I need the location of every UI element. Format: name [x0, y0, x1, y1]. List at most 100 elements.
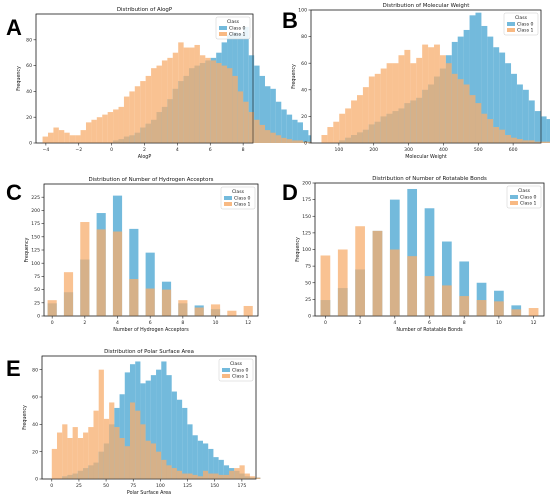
legend-swatch-class0 [224, 196, 232, 200]
bar-class0 [208, 448, 214, 479]
bar-class1 [72, 427, 78, 479]
bar-class1 [475, 103, 482, 143]
bar-class1 [463, 84, 470, 143]
legend-swatch-class1 [510, 201, 518, 205]
bar-class1 [244, 473, 250, 479]
bar-class1 [208, 473, 214, 479]
bar-class0 [292, 119, 298, 143]
x-axis-label: Molecular Weight [405, 154, 447, 160]
bar-class1 [176, 470, 183, 479]
bar-class1 [96, 117, 103, 143]
legend-title: Class [227, 19, 240, 25]
bar-class1 [457, 79, 464, 143]
bar-class0 [499, 52, 506, 144]
bar-class1 [93, 410, 99, 479]
bar-class1 [145, 75, 152, 143]
x-tick-label: 400 [439, 147, 448, 153]
y-tick-label: 25 [305, 297, 311, 303]
bar-class0 [192, 435, 198, 479]
bar-class0 [161, 361, 167, 479]
bar-class1 [505, 135, 512, 143]
y-tick-label: 0 [308, 314, 311, 320]
bar-class0 [197, 440, 203, 479]
bar-class1 [297, 140, 303, 143]
bar-class1 [499, 129, 506, 143]
bar-class0 [259, 75, 266, 143]
chart-panel-e: 0 25 50 75 100 125 150 175 0 20 40 60 80 Distribution… [22, 349, 261, 496]
bar-class1 [374, 73, 381, 143]
bar-class0 [145, 252, 155, 316]
bar-class1 [178, 300, 188, 316]
x-tick-label: 6 [209, 147, 212, 153]
x-tick-label: 300 [404, 147, 413, 153]
y-tick-label: 150 [302, 214, 311, 220]
y-tick-label: 60 [32, 395, 38, 401]
bar-class1 [286, 139, 293, 143]
bar-class0 [218, 459, 224, 479]
legend-swatch-class0 [510, 195, 518, 199]
panel-letter-a: A [6, 15, 22, 40]
bar-class1 [337, 249, 348, 316]
bar-class1 [69, 135, 76, 143]
x-tick-label: 6 [428, 320, 431, 326]
bar-class1 [445, 63, 452, 144]
bar-class0 [182, 407, 188, 479]
bar-class1 [187, 473, 193, 479]
y-axis-label: Frequency [295, 237, 301, 262]
y-tick-label: 75 [34, 274, 40, 280]
bar-class1 [145, 288, 155, 316]
bar-class0 [281, 109, 287, 143]
x-axis-label: Number of Hydrogen Acceptors [113, 327, 189, 333]
bar-class1 [392, 63, 399, 144]
bar-class1 [109, 402, 115, 479]
bar-class1 [119, 438, 125, 479]
bar-class0 [522, 89, 529, 143]
y-tick-label: 0 [304, 141, 307, 147]
bar-class1 [528, 140, 535, 143]
y-tick-label: 100 [302, 247, 311, 253]
bar-class1 [64, 132, 70, 143]
chart-title: Distribution of Number of Rotatable Bond… [372, 176, 487, 182]
bar-class1 [422, 44, 429, 143]
bar-class1 [357, 95, 363, 143]
bar-class1 [255, 477, 261, 479]
y-axis-label: Frequency [16, 66, 22, 91]
bar-class0 [297, 122, 303, 143]
bar-class1 [151, 68, 157, 143]
bar-class0 [407, 188, 418, 316]
x-tick-label: 8 [181, 320, 184, 326]
bar-class1 [248, 112, 255, 143]
bar-class1 [243, 305, 253, 316]
bar-class1 [265, 130, 271, 143]
bar-class0 [156, 369, 162, 479]
x-tick-label: 25 [76, 483, 82, 489]
bar-class1 [67, 438, 73, 479]
y-tick-label: 200 [302, 181, 311, 187]
bar-class1 [91, 119, 97, 143]
bar-class0 [516, 84, 523, 143]
chart-title: Distribution of Polar Surface Area [104, 349, 194, 355]
bar-class1 [494, 301, 504, 316]
bar-class1 [58, 130, 65, 143]
legend-swatch-class1 [219, 32, 227, 36]
bar-class1 [372, 230, 383, 316]
bar-class1 [223, 474, 230, 479]
legend-label-class1: Class 1 [234, 202, 251, 208]
y-tick-label: 20 [32, 449, 38, 455]
bar-class1 [98, 369, 104, 479]
x-tick-label: 150 [210, 483, 219, 489]
bar-class1 [183, 47, 190, 143]
legend-label-class1: Class 1 [520, 201, 537, 207]
chart-panel-c: 0 2 4 6 8 10 12 0 25 50 75 100 125 150 175 200 225 Distri… [24, 177, 259, 333]
bar-class1 [487, 119, 494, 143]
bar-class1 [229, 470, 235, 479]
bar-class1 [511, 137, 517, 143]
y-tick-label: 80 [301, 34, 307, 40]
x-tick-label: 500 [474, 147, 483, 153]
bar-class1 [80, 222, 90, 316]
y-tick-label: 175 [31, 221, 40, 227]
y-tick-label: 20 [301, 114, 307, 120]
bar-class1 [516, 139, 523, 143]
panel-letter-e: E [6, 356, 21, 381]
bar-class1 [140, 81, 146, 143]
